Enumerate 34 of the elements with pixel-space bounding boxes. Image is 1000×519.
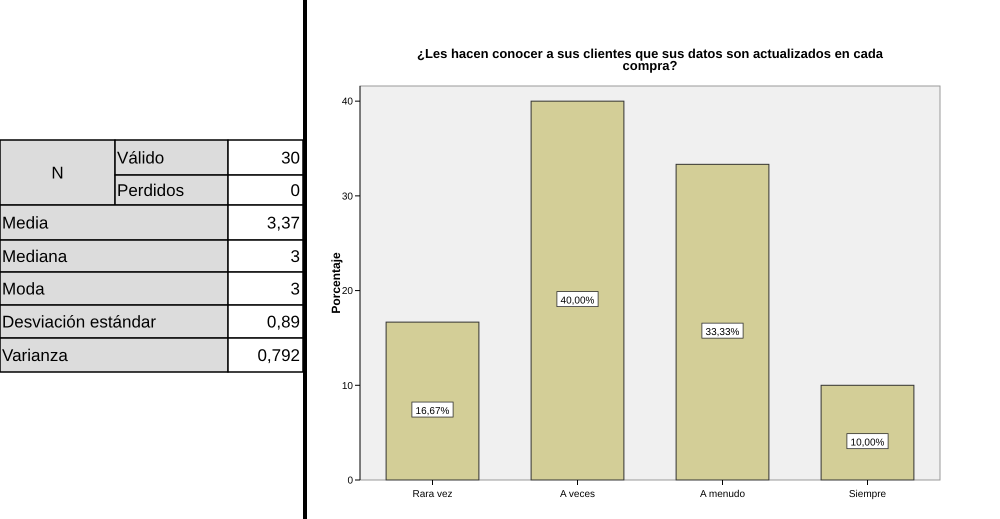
chart-title: ¿Les hacen conocer a sus clientes que sus datos son actualizados en cada compra? [417, 46, 884, 73]
bar [386, 322, 480, 480]
text: N [51, 164, 64, 182]
bar [530, 100, 624, 480]
text: 30 [281, 148, 300, 168]
y-tick-label: 0 [347, 476, 354, 486]
text: Perdidos [117, 181, 184, 200]
y-tick-label: 40 [342, 96, 354, 108]
text: Media [2, 214, 49, 232]
data-label: 10,00% [850, 438, 885, 449]
text: Válido [117, 148, 164, 168]
text: 3 [290, 280, 300, 298]
data-label: 40,00% [560, 296, 595, 307]
y-axis-title: Porcentaje [329, 252, 343, 314]
x-tick-label: Rara vez [412, 489, 453, 500]
text: 0,792 [257, 346, 300, 365]
text: 0 [290, 181, 300, 200]
bar [676, 164, 770, 480]
bar [820, 384, 914, 480]
text: 3,37 [266, 214, 300, 232]
x-tick-label: A veces [560, 489, 596, 500]
y-tick-label: 30 [342, 191, 354, 202]
data-label: 16,67% [416, 406, 450, 418]
x-tick-label: A menudo [700, 489, 746, 500]
text: Varianza [2, 346, 68, 365]
data-label: 33,33% [706, 327, 740, 338]
y-tick-label: 20 [342, 286, 354, 298]
y-tick-label: 10 [342, 380, 354, 392]
text: Desviación estándar [2, 312, 156, 332]
text: 3 [290, 247, 300, 266]
x-tick-label: Siempre [848, 489, 887, 500]
text: Moda [2, 280, 46, 298]
text: Mediana [2, 247, 68, 266]
text: 0,89 [266, 312, 300, 332]
